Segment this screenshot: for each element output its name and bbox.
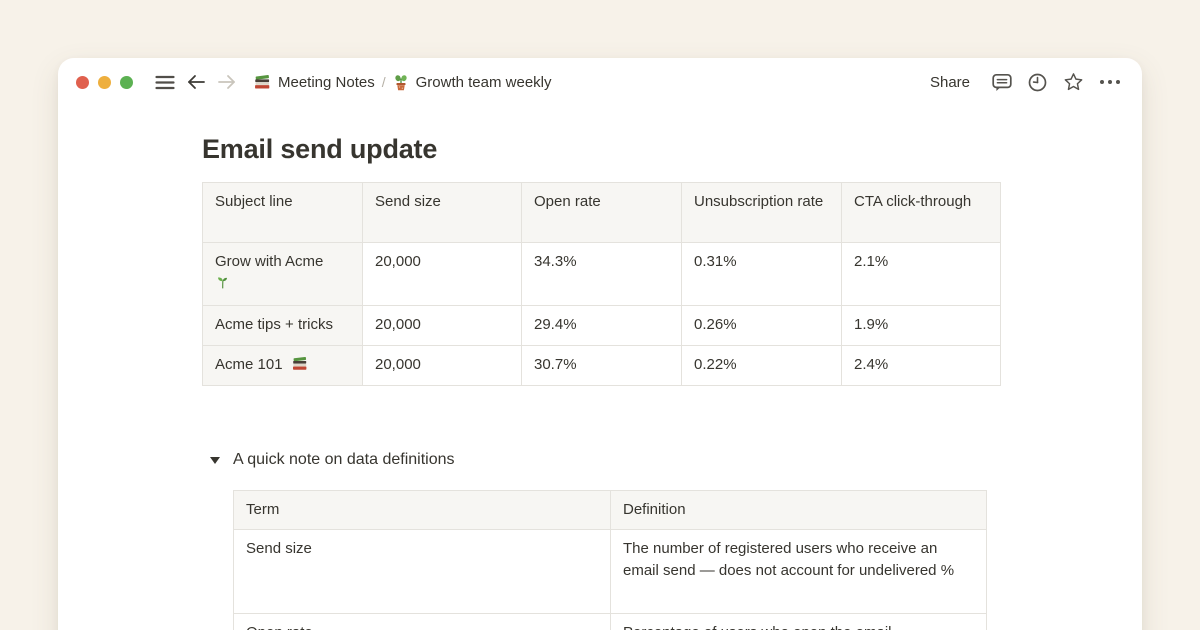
unsubscription-rate-cell[interactable]: 0.26% (681, 305, 842, 346)
table-row: Acme tips + tricks 20,000 29.4% 0.26% 1.… (202, 305, 1001, 346)
send-size-cell[interactable]: 20,000 (362, 305, 522, 346)
unsubscription-rate-cell[interactable]: 0.31% (681, 242, 842, 306)
share-button[interactable]: Share (924, 70, 976, 95)
open-rate-cell[interactable]: 29.4% (521, 305, 682, 346)
column-header-term[interactable]: Term (233, 490, 611, 530)
cta-click-through-cell[interactable]: 1.9% (841, 305, 1001, 346)
toggle-label: A quick note on data definitions (233, 451, 455, 468)
subject-cell[interactable]: Grow with Acme (202, 242, 363, 306)
definition-cell[interactable]: Percentage of users who open the email (610, 613, 987, 630)
toggle-triangle-icon (210, 456, 220, 464)
breadcrumb-item-meeting-notes[interactable]: Meeting Notes (250, 71, 379, 94)
comment-icon (991, 72, 1013, 93)
topbar: Meeting Notes / (58, 58, 1142, 106)
more-button[interactable] (1096, 76, 1124, 88)
cta-click-through-cell[interactable]: 2.4% (841, 345, 1001, 386)
column-header-cta-click-through[interactable]: CTA click-through (841, 182, 1001, 243)
comments-button[interactable] (988, 69, 1016, 96)
column-header-send-size[interactable]: Send size (362, 182, 522, 243)
table-row: Open rate Percentage of users who open t… (233, 613, 987, 630)
page-content: Email send update Subject line Send size… (58, 132, 1142, 630)
page-title[interactable]: Email send update (202, 134, 438, 164)
favorite-button[interactable] (1059, 68, 1088, 96)
back-arrow-icon (186, 74, 206, 90)
subject-cell[interactable]: Acme 101 (202, 345, 363, 386)
column-header-open-rate[interactable]: Open rate (521, 182, 682, 243)
open-rate-cell[interactable]: 34.3% (521, 242, 682, 306)
subject-cell[interactable]: Acme tips + tricks (202, 305, 363, 346)
table-row: Grow with Acme 20,000 34.3% 0. (202, 242, 1001, 306)
ellipsis-icon (1099, 79, 1121, 85)
topbar-actions: Share (924, 68, 1124, 96)
toggle-block[interactable]: A quick note on data definitions (202, 448, 455, 472)
books-emoji (254, 74, 271, 90)
unsubscription-rate-cell[interactable]: 0.22% (681, 345, 842, 386)
email-stats-table: Subject line Send size Open rate Unsubsc… (202, 182, 1001, 386)
open-rate-cell[interactable]: 30.7% (521, 345, 682, 386)
definition-cell[interactable]: The number of registered users who recei… (610, 529, 987, 614)
send-size-cell[interactable]: 20,000 (362, 242, 522, 306)
definitions-table: Term Definition Send size The number of … (233, 490, 987, 630)
table-header-row: Term Definition (233, 490, 987, 530)
app-window: Meeting Notes / (58, 58, 1142, 630)
forward-button[interactable] (214, 71, 240, 93)
column-header-definition[interactable]: Definition (610, 490, 987, 530)
hamburger-icon (155, 75, 175, 90)
term-cell[interactable]: Open rate (233, 613, 611, 630)
sidebar-menu-button[interactable] (152, 72, 178, 93)
breadcrumb-label: Meeting Notes (278, 73, 375, 91)
updates-button[interactable] (1024, 69, 1051, 96)
breadcrumb-item-growth-team-weekly[interactable]: Growth team weekly (389, 71, 556, 94)
back-button[interactable] (183, 71, 209, 93)
seedling-emoji (215, 272, 350, 294)
column-header-unsubscription-rate[interactable]: Unsubscription rate (681, 182, 842, 243)
table-row: Acme 101 20,000 30.7% (202, 345, 1001, 386)
table-row: Send size The number of registered users… (233, 529, 987, 614)
star-icon (1062, 71, 1085, 93)
potted-plant-emoji (393, 74, 409, 91)
traffic-light-zoom-button[interactable] (120, 75, 133, 89)
books-emoji (292, 357, 308, 371)
column-header-subject-line[interactable]: Subject line (202, 182, 363, 243)
send-size-cell[interactable]: 20,000 (362, 345, 522, 386)
table-header-row: Subject line Send size Open rate Unsubsc… (202, 182, 1001, 243)
cta-click-through-cell[interactable]: 2.1% (841, 242, 1001, 306)
breadcrumb: Meeting Notes / (250, 71, 556, 94)
forward-arrow-icon (217, 74, 237, 90)
breadcrumb-separator: / (381, 74, 386, 90)
breadcrumb-label: Growth team weekly (415, 73, 552, 91)
term-cell[interactable]: Send size (233, 529, 611, 614)
clock-icon (1027, 72, 1048, 93)
traffic-light-close-button[interactable] (76, 75, 89, 89)
traffic-light-minimize-button[interactable] (98, 75, 111, 89)
